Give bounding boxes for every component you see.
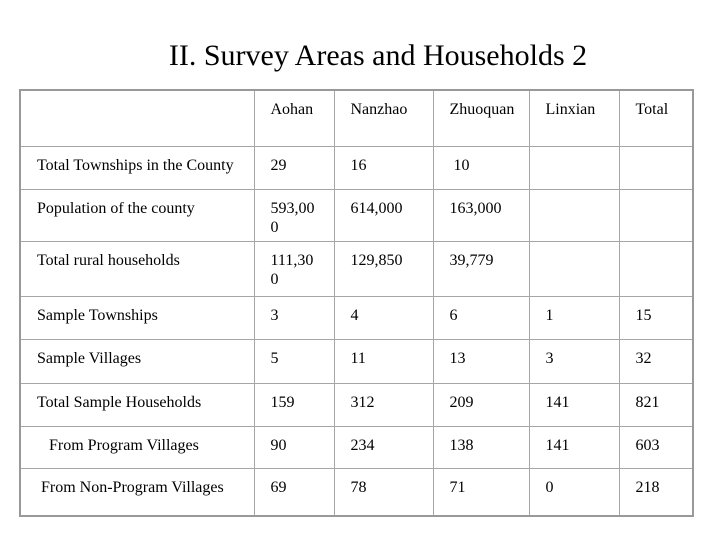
value-cell: 218	[618, 467, 694, 517]
table-row-total-townships: Total Townships in the County 29 16 10	[19, 145, 694, 190]
value-cell: 71	[432, 467, 530, 517]
value-cell: 111,30 0	[253, 240, 335, 297]
value-cell: 614,000	[333, 188, 434, 242]
value-cell: 129,850	[333, 240, 434, 297]
value-cell	[528, 188, 620, 242]
value-cell: 5	[253, 338, 335, 384]
table-row-sample-townships: Sample Townships 3 4 6 1 15	[19, 295, 694, 340]
value-cell	[618, 145, 694, 190]
value-cell: 3	[253, 295, 335, 340]
value-cell: 29	[253, 145, 335, 190]
slide-title: II. Survey Areas and Households 2	[168, 39, 588, 72]
value-cell: 11	[333, 338, 434, 384]
row-label-cell: Population of the county	[19, 188, 255, 242]
row-label-cell: Sample Townships	[19, 295, 255, 340]
table-row-population: Population of the county 593,00 0 614,00…	[19, 188, 694, 242]
value-cell: 3	[528, 338, 620, 384]
value-cell: 78	[333, 467, 434, 517]
value-cell	[528, 145, 620, 190]
header-cell-total: Total	[618, 89, 694, 147]
table-row-sample-villages: Sample Villages 5 11 13 3 32	[19, 338, 694, 384]
row-label-cell: Total Townships in the County	[19, 145, 255, 190]
value-cell: 39,779	[432, 240, 530, 297]
value-cell	[618, 188, 694, 242]
value-cell: 593,00 0	[253, 188, 335, 242]
value-cell: 138	[432, 425, 530, 469]
value-cell: 16	[333, 145, 434, 190]
value-cell: 15	[618, 295, 694, 340]
value-cell	[528, 240, 620, 297]
table-row-non-program-villages: From Non-Program Villages 69 78 71 0 218	[19, 467, 694, 517]
header-cell-blank	[19, 89, 255, 147]
value-cell: 141	[528, 425, 620, 469]
table-row-program-villages: From Program Villages 90 234 138 141 603	[19, 425, 694, 469]
row-label-cell: From Non-Program Villages	[19, 467, 255, 517]
value-cell: 141	[528, 382, 620, 427]
value-cell: 1	[528, 295, 620, 340]
value-cell	[618, 240, 694, 297]
row-label-cell: From Program Villages	[19, 425, 255, 469]
table-header-row: Aohan Nanzhao Zhuoquan Linxian Total	[19, 89, 694, 147]
row-label-cell: Sample Villages	[19, 338, 255, 384]
value-cell: 90	[253, 425, 335, 469]
table-row-sample-households: Total Sample Households 159 312 209 141 …	[19, 382, 694, 427]
row-label-cell: Total Sample Households	[19, 382, 255, 427]
value-cell: 0	[528, 467, 620, 517]
value-cell: 32	[618, 338, 694, 384]
value-cell: 209	[432, 382, 530, 427]
header-cell-zhuoquan: Zhuoquan	[432, 89, 530, 147]
value-cell: 159	[253, 382, 335, 427]
value-cell: 234	[333, 425, 434, 469]
value-cell: 312	[333, 382, 434, 427]
value-cell: 821	[618, 382, 694, 427]
value-cell: 603	[618, 425, 694, 469]
value-cell: 163,000	[432, 188, 530, 242]
header-cell-nanzhao: Nanzhao	[333, 89, 434, 147]
header-cell-aohan: Aohan	[253, 89, 335, 147]
value-cell: 69	[253, 467, 335, 517]
header-cell-linxian: Linxian	[528, 89, 620, 147]
value-cell: 6	[432, 295, 530, 340]
value-cell: 4	[333, 295, 434, 340]
row-label-cell: Total rural households	[19, 240, 255, 297]
table-row-rural-households: Total rural households 111,30 0 129,850 …	[19, 240, 694, 297]
value-cell: 10	[432, 145, 530, 190]
value-cell: 13	[432, 338, 530, 384]
survey-areas-table: Aohan Nanzhao Zhuoquan Linxian Total Tot…	[19, 89, 694, 517]
